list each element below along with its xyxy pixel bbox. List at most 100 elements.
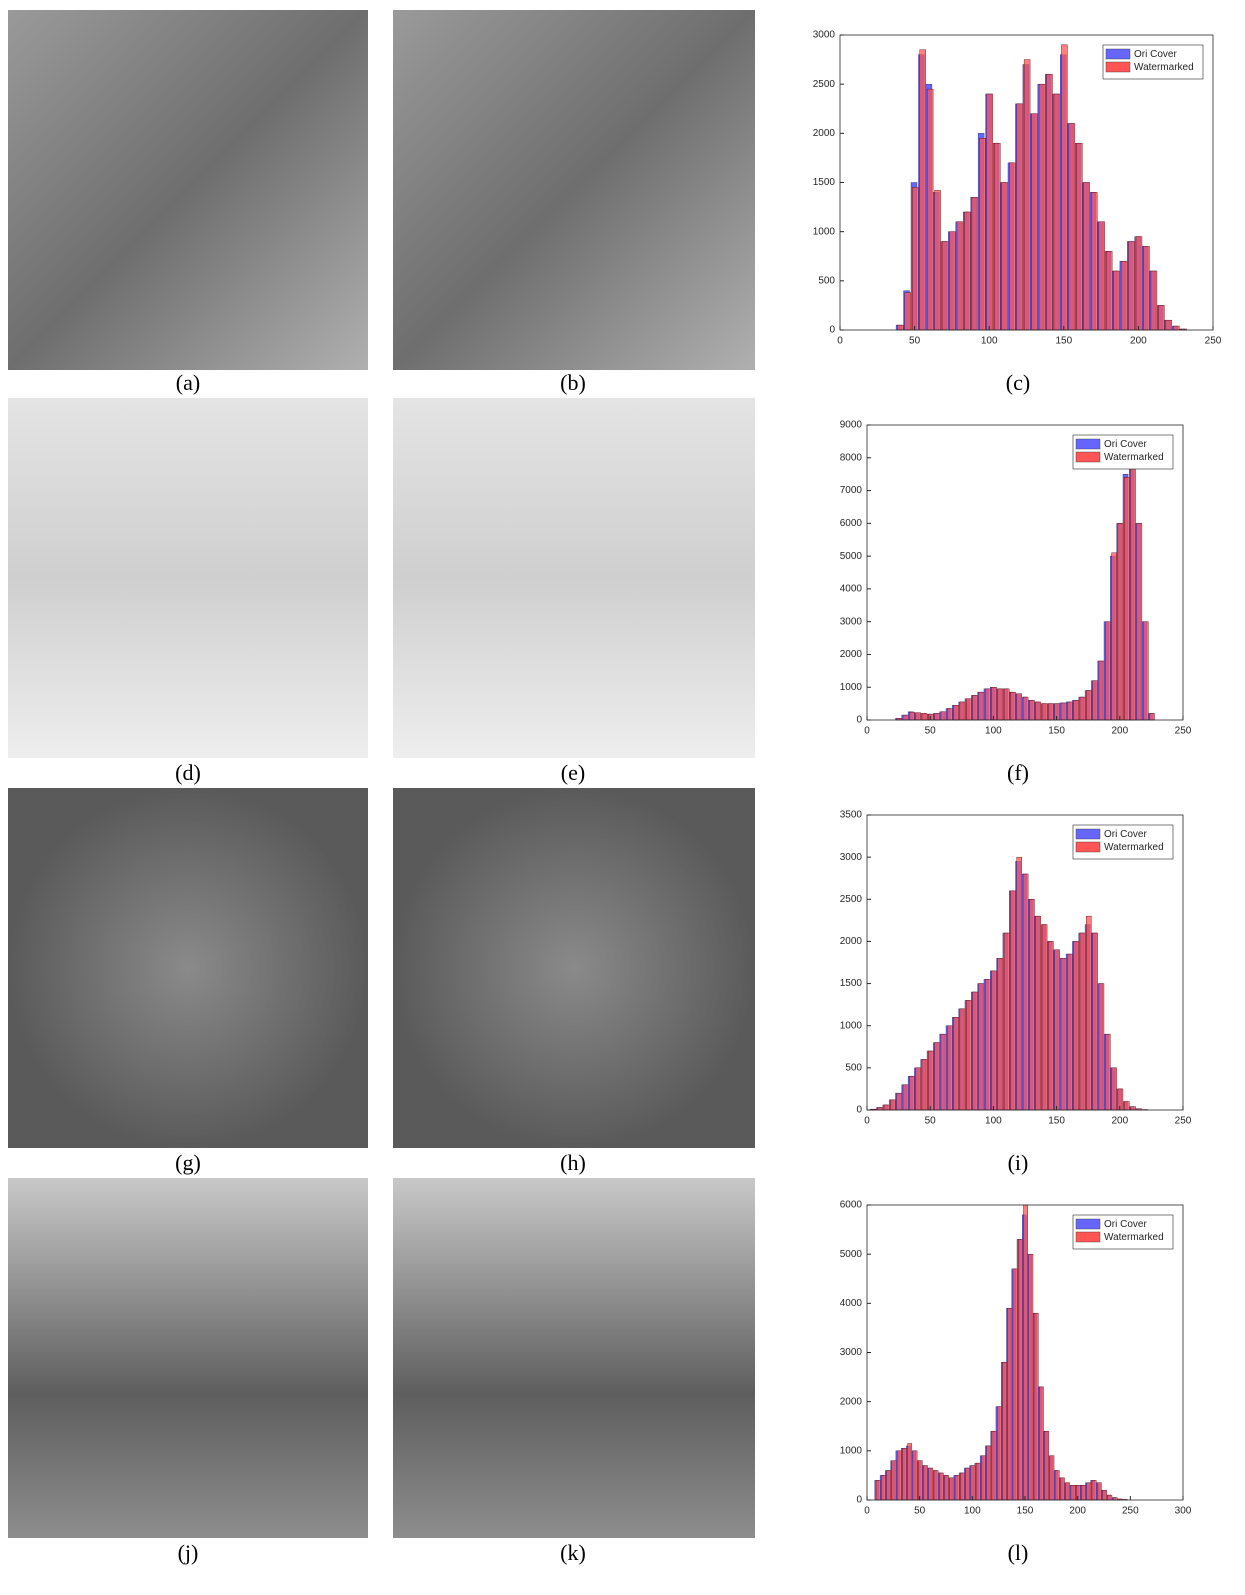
y-tick-label: 3000 — [840, 1347, 863, 1358]
bar — [1150, 270, 1158, 331]
image-boat-watermarked — [393, 1178, 755, 1538]
bar — [1092, 680, 1098, 721]
x-tick-label: 250 — [1175, 1116, 1192, 1127]
x-tick-label: 50 — [914, 1506, 926, 1517]
bar — [947, 708, 953, 721]
y-tick-label: 3000 — [840, 616, 863, 627]
legend-swatch — [1075, 841, 1101, 853]
bar — [984, 979, 991, 1111]
x-tick-label: 0 — [864, 726, 870, 737]
bar — [1016, 693, 1023, 721]
legend: Ori Cover Watermarked — [1072, 1214, 1174, 1250]
bar — [933, 1470, 939, 1501]
x-tick-label: 250 — [1205, 336, 1222, 347]
caption: (b) — [560, 370, 586, 395]
bar — [1039, 1386, 1044, 1501]
bar — [1054, 1470, 1060, 1501]
bar — [1158, 305, 1165, 331]
bar — [1018, 1239, 1023, 1501]
image-baboon-cover — [8, 788, 368, 1148]
bar — [997, 958, 1004, 1111]
bar — [1128, 241, 1135, 331]
y-tick-label: 2000 — [840, 649, 863, 660]
histogram: 0 1000 2000 3000 4000 5000 6000 0 50 100 150 200 250… — [840, 1200, 1192, 1517]
bar — [964, 211, 971, 331]
bar — [1028, 1253, 1034, 1501]
bar — [984, 688, 991, 721]
bar — [1067, 953, 1073, 1111]
bar — [965, 1467, 970, 1501]
bar — [909, 1076, 915, 1111]
bar — [1060, 958, 1067, 1111]
bar — [1060, 702, 1067, 721]
caption: (f) — [1007, 760, 1029, 785]
x-tick-label: 300 — [1175, 1506, 1192, 1517]
bar — [941, 241, 949, 331]
bar — [996, 1406, 1002, 1501]
image-boat-cover — [8, 1178, 368, 1538]
bar — [1029, 700, 1035, 721]
bar — [1054, 949, 1060, 1111]
bar — [1117, 1088, 1124, 1111]
bar — [1003, 932, 1010, 1111]
bar — [1060, 1477, 1065, 1501]
bar — [1073, 941, 1079, 1111]
legend-label: Ori Cover — [1104, 829, 1147, 840]
bar — [886, 1470, 891, 1501]
bar — [1086, 915, 1092, 1111]
bar — [959, 1008, 966, 1111]
y-tick-label: 1000 — [840, 1445, 863, 1456]
legend: Ori Cover Watermarked — [1102, 44, 1204, 80]
caption: (j) — [178, 1540, 199, 1565]
x-tick-label: 150 — [1048, 1116, 1065, 1127]
bar — [1012, 1268, 1018, 1501]
bar — [909, 711, 915, 721]
image-f16-watermarked — [393, 398, 755, 758]
x-tick-label: 100 — [964, 1506, 981, 1517]
legend-swatch — [1075, 451, 1101, 463]
bar — [1130, 1106, 1136, 1111]
bar — [1038, 83, 1046, 331]
bar — [991, 970, 997, 1111]
y-tick-label: 8000 — [840, 452, 863, 463]
bar — [986, 1445, 992, 1501]
bar — [1149, 713, 1155, 721]
bar — [994, 142, 1001, 331]
bar — [934, 713, 940, 721]
y-tick-label: 9000 — [840, 420, 863, 431]
bar — [965, 698, 972, 721]
y-tick-label: 2000 — [813, 128, 836, 139]
y-tick-label: 1500 — [840, 978, 863, 989]
y-tick-label: 1000 — [840, 682, 863, 693]
bar — [1130, 451, 1136, 721]
bar — [1016, 103, 1023, 331]
bar — [1041, 703, 1048, 721]
bar — [1165, 319, 1173, 331]
y-tick-label: 2500 — [813, 79, 836, 90]
x-tick-label: 100 — [985, 726, 1002, 737]
x-tick-label: 50 — [925, 1116, 937, 1127]
x-tick-label: 200 — [1130, 336, 1147, 347]
bar — [1105, 251, 1113, 331]
y-tick-label: 2500 — [840, 894, 863, 905]
caption: (h) — [560, 1150, 586, 1175]
bar — [902, 1084, 909, 1111]
bar — [904, 292, 911, 331]
bar — [915, 712, 921, 721]
bar — [979, 138, 986, 331]
histogram: 0 500 1000 1500 2000 2500 3000 3500 0 50 100 150 200… — [840, 810, 1192, 1127]
image-baboon-watermarked — [393, 788, 755, 1148]
bar — [928, 713, 934, 721]
y-tick-label: 0 — [856, 1495, 862, 1506]
legend-swatch — [1075, 438, 1101, 450]
legend-swatch — [1105, 61, 1131, 73]
legend-label: Ori Cover — [1104, 1219, 1147, 1230]
bar — [1035, 915, 1041, 1111]
series — [875, 1204, 1128, 1501]
x-tick-label: 50 — [925, 726, 937, 737]
bar — [991, 687, 997, 721]
bar — [1003, 688, 1010, 721]
bar — [1022, 873, 1029, 1111]
legend-swatch — [1075, 828, 1101, 840]
bar — [1046, 74, 1053, 331]
